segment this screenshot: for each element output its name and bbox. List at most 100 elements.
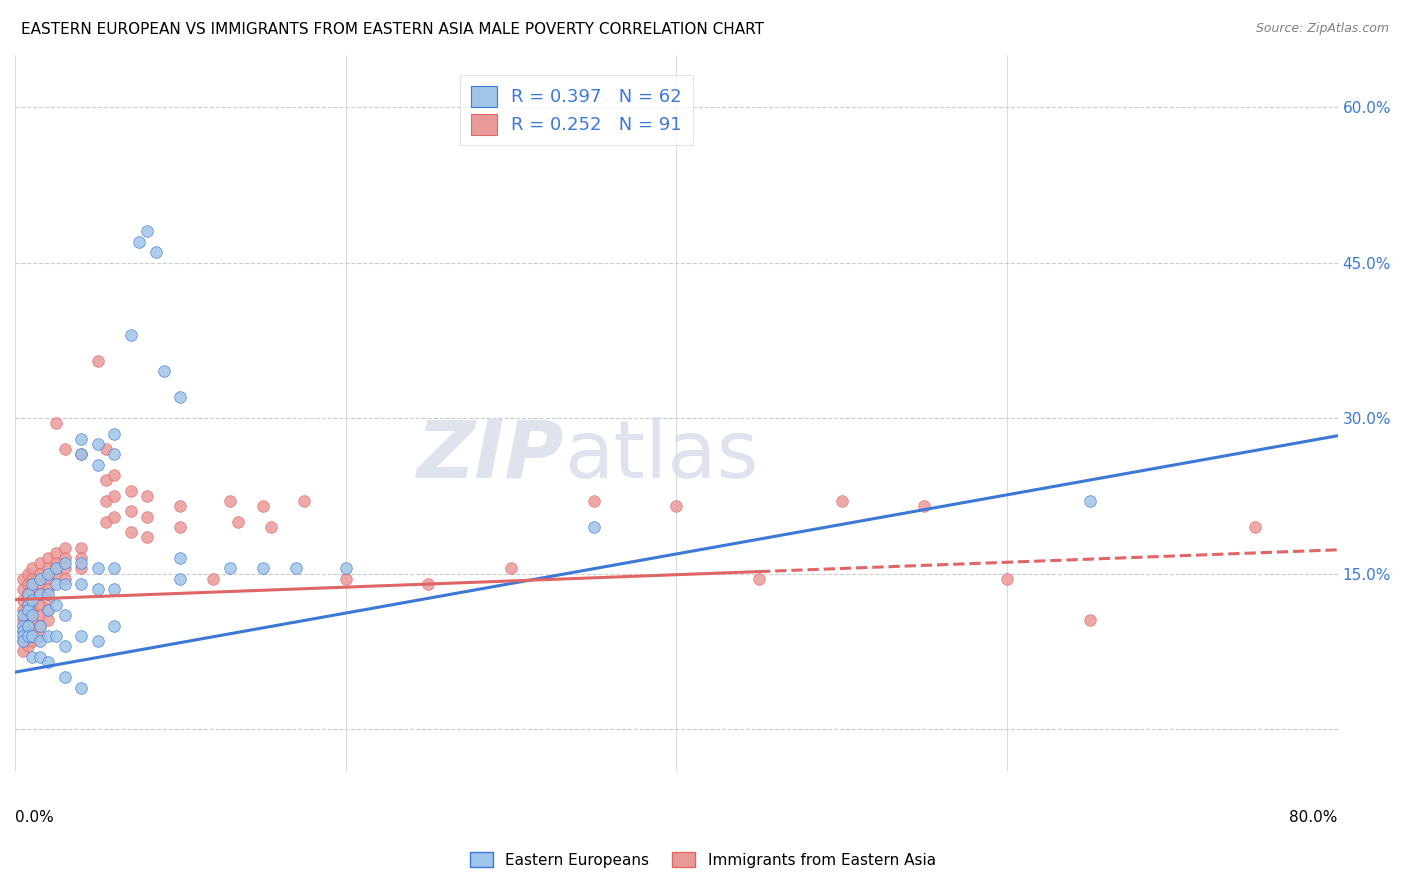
Point (53, 556, 76, 570)
Point (86, 458, 108, 472)
Point (45, 561, 67, 575)
Point (13, 644, 35, 658)
Point (169, 551, 191, 566)
Point (20, 624, 42, 638)
Point (136, 509, 159, 524)
Text: 80.0%: 80.0% (1289, 810, 1337, 825)
Point (53, 541, 76, 555)
Point (13, 608, 35, 623)
Point (335, 561, 357, 575)
Point (20, 577, 42, 591)
Point (13, 624, 35, 638)
Point (1244, 520, 1267, 534)
Text: 0.0%: 0.0% (15, 810, 53, 825)
Point (37, 655, 59, 669)
Point (169, 390, 191, 404)
Point (70, 561, 93, 575)
Point (17, 618, 39, 632)
Point (17, 587, 39, 601)
Point (748, 572, 770, 586)
Point (28, 649, 51, 664)
Point (17, 587, 39, 601)
Point (1078, 613, 1101, 627)
Point (28, 598, 51, 612)
Point (17, 618, 39, 632)
Point (13, 613, 35, 627)
Point (53, 572, 76, 586)
Point (28, 618, 51, 632)
Point (20, 608, 42, 623)
Point (17, 577, 39, 591)
Point (120, 525, 142, 540)
Point (103, 426, 125, 441)
Point (120, 328, 142, 343)
Point (37, 561, 59, 575)
Point (70, 432, 93, 446)
Point (70, 556, 93, 570)
Point (70, 551, 93, 566)
Point (103, 447, 125, 461)
Point (13, 618, 35, 632)
Point (45, 546, 67, 560)
Point (45, 629, 67, 643)
Point (120, 504, 142, 518)
Point (53, 577, 76, 591)
Point (86, 582, 108, 597)
Point (28, 608, 51, 623)
Point (17, 629, 39, 643)
Point (13, 572, 35, 586)
Point (37, 603, 59, 617)
Point (70, 681, 93, 695)
Point (665, 500, 688, 514)
Point (152, 364, 174, 378)
Point (20, 634, 42, 648)
Point (252, 561, 274, 575)
Point (260, 520, 283, 534)
Point (28, 629, 51, 643)
Point (53, 561, 76, 575)
Point (20, 582, 42, 597)
Point (831, 494, 853, 508)
Point (169, 500, 191, 514)
Point (103, 561, 125, 575)
Point (13, 629, 35, 643)
Text: atlas: atlas (564, 417, 758, 495)
Point (13, 603, 35, 617)
Point (292, 494, 315, 508)
Point (17, 629, 39, 643)
Point (70, 541, 93, 555)
Point (1078, 494, 1101, 508)
Point (94, 473, 117, 487)
Point (20, 592, 42, 607)
Point (45, 417, 67, 431)
Point (94, 494, 117, 508)
Point (28, 566, 51, 581)
Point (45, 566, 67, 581)
Point (219, 494, 242, 508)
Point (53, 608, 76, 623)
Point (28, 618, 51, 632)
Point (136, 489, 159, 503)
Point (28, 577, 51, 591)
Point (103, 489, 125, 503)
Point (20, 572, 42, 586)
Point (128, 235, 150, 249)
Point (37, 592, 59, 607)
Point (17, 603, 39, 617)
Point (995, 572, 1018, 586)
Point (28, 634, 51, 648)
Point (202, 572, 225, 586)
Point (20, 592, 42, 607)
Point (136, 530, 159, 544)
Point (13, 582, 35, 597)
Point (20, 561, 42, 575)
Point (45, 577, 67, 591)
Point (53, 442, 76, 457)
Point (86, 634, 108, 648)
Point (103, 509, 125, 524)
Point (20, 613, 42, 627)
Point (86, 437, 108, 451)
Point (252, 500, 274, 514)
Text: ZIP: ZIP (416, 417, 564, 495)
Point (28, 587, 51, 601)
